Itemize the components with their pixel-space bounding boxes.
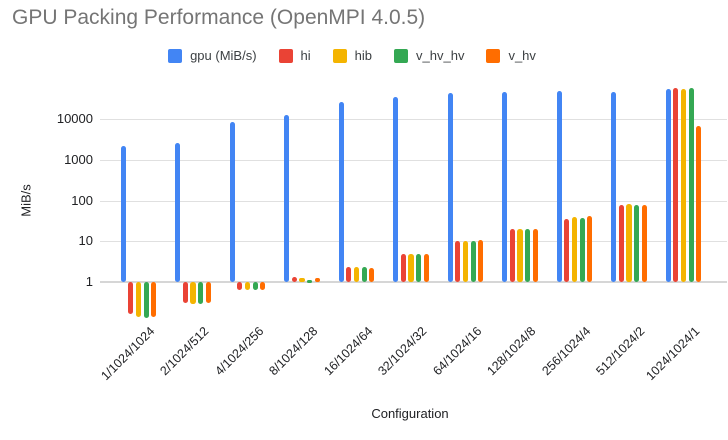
x-tick-label: 512/1024/2: [593, 324, 648, 379]
y-tick-label: 100: [71, 192, 93, 208]
bar-gpu-mib-s--1-1024-1024[interactable]: [120, 145, 126, 282]
bar-gpu-mib-s--128-1024-8[interactable]: [502, 92, 508, 282]
legend: gpu (MiB/s) hi hib v_hv_hv v_hv: [0, 48, 716, 63]
gridline-1: [100, 281, 727, 283]
x-tick-label: 2/1024/512: [157, 324, 212, 379]
legend-item-v-hv-hv: v_hv_hv: [394, 48, 464, 63]
bar-v-hv-hv-8-1024-128[interactable]: [307, 279, 313, 283]
bar-gpu-mib-s--256-1024-4[interactable]: [556, 90, 562, 282]
gridline-10: [100, 241, 727, 243]
legend-label: v_hv_hv: [416, 48, 465, 63]
bar-hi-8-1024-128[interactable]: [291, 277, 297, 282]
bar-hib-1-1024-1024[interactable]: [135, 282, 142, 317]
x-tick-label: 64/1024/16: [430, 324, 485, 379]
legend-label: gpu (MiB/s): [190, 48, 257, 63]
bar-v-hv-64-1024-16[interactable]: [478, 240, 484, 282]
bar-gpu-mib-s--512-1024-2[interactable]: [611, 92, 617, 282]
x-tick-label: 256/1024/4: [539, 324, 594, 379]
bar-hi-4-1024-256[interactable]: [237, 282, 243, 291]
y-tick-label: 10: [78, 233, 93, 249]
bar-hi-2-1024-512[interactable]: [182, 282, 188, 304]
legend-label: hi: [300, 48, 311, 63]
bar-hib-16-1024-64[interactable]: [353, 266, 360, 282]
bar-hib-32-1024-32[interactable]: [408, 254, 414, 282]
bar-v-hv-16-1024-64[interactable]: [369, 268, 375, 282]
x-tick-label: 16/1024/64: [321, 324, 376, 379]
gridline-100: [100, 200, 727, 202]
x-tick-label: 1024/1024/1: [643, 324, 703, 384]
bar-gpu-mib-s--16-1024-64[interactable]: [338, 102, 344, 282]
legend-swatch-icon: [168, 48, 183, 63]
legend-swatch-icon: [394, 48, 409, 63]
y-tick-label: 1: [85, 274, 93, 289]
bar-hib-64-1024-16[interactable]: [462, 241, 469, 282]
bar-v-hv-1-1024-1024[interactable]: [151, 282, 157, 317]
x-tick-label: 4/1024/256: [212, 324, 267, 379]
bar-v-hv-8-1024-128[interactable]: [314, 278, 320, 282]
y-axis-title: MiB/s: [18, 184, 34, 217]
bar-hi-128-1024-8[interactable]: [509, 229, 515, 282]
legend-swatch-icon: [332, 48, 347, 63]
legend-item-hib: hib: [332, 48, 373, 63]
gridline-1000: [100, 159, 727, 161]
bar-v-hv-hv-1-1024-1024[interactable]: [143, 282, 149, 319]
bar-v-hv-hv-64-1024-16[interactable]: [470, 241, 476, 282]
x-tick-label: 32/1024/32: [375, 324, 430, 379]
bar-v-hv-hv-32-1024-32[interactable]: [416, 253, 422, 282]
bar-v-hv-2-1024-512[interactable]: [205, 282, 211, 303]
bar-v-hv-128-1024-8[interactable]: [532, 229, 538, 282]
legend-item-gpu-mib-s-: gpu (MiB/s): [168, 48, 257, 63]
x-tick-label: 128/1024/8: [484, 324, 539, 379]
bar-hi-1024-1024-1[interactable]: [673, 88, 679, 282]
bar-v-hv-256-1024-4[interactable]: [587, 215, 593, 282]
bar-hi-16-1024-64[interactable]: [346, 267, 352, 282]
bar-v-hv-4-1024-256[interactable]: [260, 282, 266, 291]
bar-hib-1024-1024-1[interactable]: [680, 88, 687, 282]
bar-v-hv-hv-512-1024-2[interactable]: [634, 204, 640, 282]
gridline-10000: [100, 119, 727, 121]
x-tick-label: 8/1024/128: [266, 324, 321, 379]
bar-v-hv-hv-1024-1024-1[interactable]: [688, 88, 694, 282]
bar-gpu-mib-s--64-1024-16[interactable]: [447, 93, 453, 282]
bar-hib-4-1024-256[interactable]: [244, 282, 251, 291]
y-tick-label: 1000: [64, 151, 93, 167]
bar-v-hv-hv-128-1024-8[interactable]: [525, 229, 531, 282]
x-tick-label: 1/1024/1024: [98, 324, 158, 384]
bar-v-hv-hv-16-1024-64[interactable]: [361, 267, 367, 282]
bar-v-hv-hv-4-1024-256[interactable]: [252, 282, 258, 291]
bar-v-hv-512-1024-2[interactable]: [641, 204, 647, 282]
chart-title: GPU Packing Performance (OpenMPI 4.0.5): [12, 6, 426, 29]
bar-hi-1-1024-1024[interactable]: [128, 282, 134, 315]
bar-gpu-mib-s--1024-1024-1[interactable]: [665, 88, 671, 282]
bar-hi-32-1024-32[interactable]: [400, 253, 406, 282]
bar-hib-128-1024-8[interactable]: [517, 229, 523, 282]
bar-hib-512-1024-2[interactable]: [626, 204, 632, 282]
bar-gpu-mib-s--8-1024-128[interactable]: [284, 114, 290, 282]
legend-swatch-icon: [486, 48, 501, 63]
bar-gpu-mib-s--2-1024-512[interactable]: [175, 143, 181, 282]
x-axis-title: Configuration: [371, 406, 449, 421]
bar-v-hv-hv-2-1024-512[interactable]: [198, 282, 204, 304]
legend-item-hi: hi: [278, 48, 311, 63]
bar-hi-64-1024-16[interactable]: [455, 241, 461, 282]
legend-swatch-icon: [278, 48, 293, 63]
bar-gpu-mib-s--4-1024-256[interactable]: [229, 122, 235, 282]
bar-hib-2-1024-512[interactable]: [190, 282, 196, 304]
legend-item-v-hv: v_hv: [486, 48, 536, 63]
bar-v-hv-1024-1024-1[interactable]: [696, 125, 702, 282]
bar-v-hv-32-1024-32[interactable]: [423, 253, 429, 282]
bar-hi-512-1024-2[interactable]: [618, 204, 624, 282]
bar-gpu-mib-s--32-1024-32[interactable]: [393, 97, 399, 282]
bar-hib-8-1024-128[interactable]: [299, 278, 305, 282]
legend-label: hib: [354, 48, 373, 63]
bar-v-hv-hv-256-1024-4[interactable]: [579, 217, 585, 282]
legend-label: v_hv: [508, 48, 536, 63]
bar-hi-256-1024-4[interactable]: [564, 218, 570, 282]
y-tick-label: 10000: [56, 111, 93, 127]
bar-hib-256-1024-4[interactable]: [571, 217, 578, 282]
